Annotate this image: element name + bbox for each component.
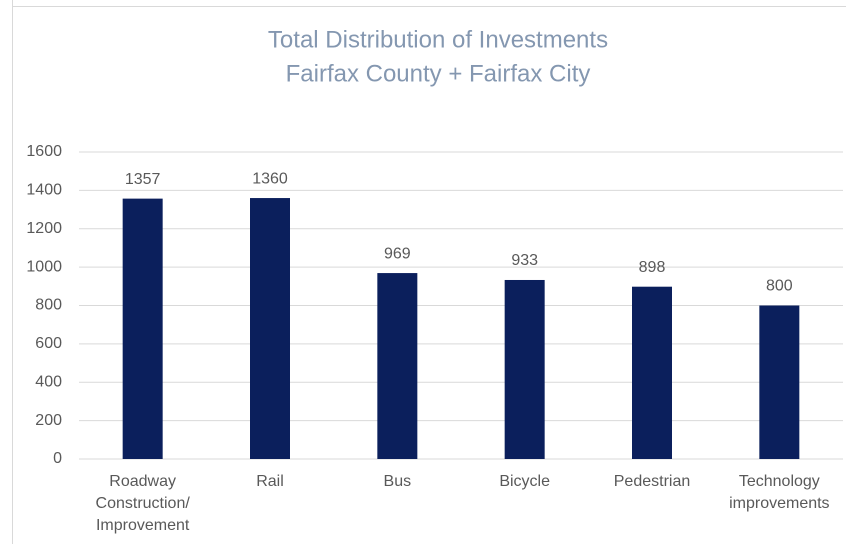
bar <box>504 279 545 459</box>
bar <box>632 286 672 459</box>
bar <box>122 198 163 460</box>
chart-title: Total Distribution of Investments <box>268 26 608 53</box>
x-tick-label: Technology improvements <box>729 473 830 512</box>
data-label: 969 <box>384 245 411 262</box>
y-tick-label: 200 <box>35 412 62 429</box>
y-tick-label: 600 <box>35 335 62 352</box>
y-tick-label: 1200 <box>26 220 62 237</box>
x-tick-label: Pedestrian <box>613 473 691 490</box>
y-tick-label: 0 <box>53 450 62 467</box>
y-tick-label: 1400 <box>26 182 62 199</box>
data-label: 800 <box>766 278 793 295</box>
bar <box>250 198 290 460</box>
chart-subtitle: Fairfax County + Fairfax City <box>286 60 591 87</box>
bar <box>377 273 418 459</box>
data-label: 1360 <box>252 170 288 187</box>
bar <box>759 305 800 459</box>
data-label: 898 <box>639 259 666 276</box>
data-label: 933 <box>511 252 538 269</box>
data-label: 1357 <box>125 171 161 188</box>
x-tick-label: Rail <box>256 473 284 490</box>
x-tick-label: Bus <box>383 473 412 490</box>
y-tick-label: 400 <box>35 373 62 390</box>
y-tick-label: 1000 <box>26 258 62 275</box>
y-tick-label: 800 <box>35 297 62 314</box>
x-tick-label: Bicycle <box>499 473 550 490</box>
y-tick-label: 1600 <box>26 143 62 160</box>
x-tick-label: Roadway Construction/ Improvement <box>95 473 190 534</box>
